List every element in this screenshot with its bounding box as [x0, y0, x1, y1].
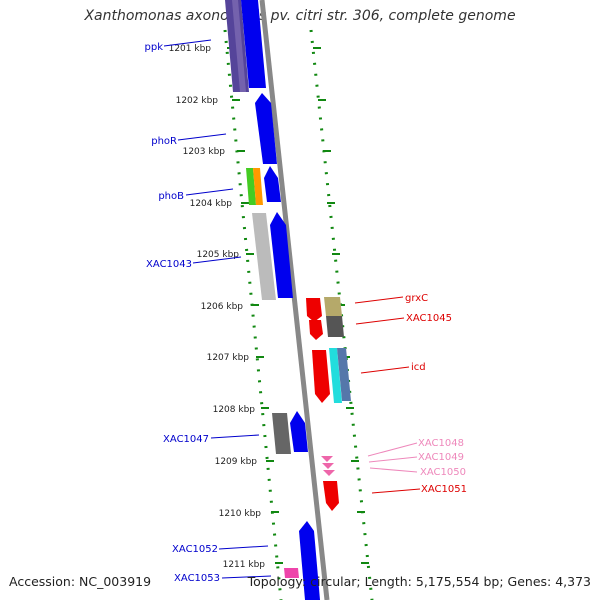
accession-text: Accession: NC_003919 — [9, 574, 152, 589]
tick-label: 1202 kbp — [176, 96, 219, 106]
gene-label-XAC1047[interactable]: XAC1047 — [163, 434, 209, 445]
gene-label-XAC1043[interactable]: XAC1043 — [146, 259, 192, 270]
gene-label-phoR[interactable]: phoR — [151, 136, 177, 147]
right-ruler-ticks — [313, 47, 369, 564]
gene-grxC[interactable] — [324, 297, 342, 316]
tick-label: 1206 kbp — [201, 302, 244, 312]
gene-label-XAC1050[interactable]: XAC1050 — [420, 467, 466, 478]
gene-block[interactable] — [241, 0, 266, 88]
tick-label: 1210 kbp — [219, 509, 262, 519]
gene-label-ppk[interactable]: ppk — [145, 42, 164, 53]
tick-label: 1203 kbp — [183, 147, 226, 157]
gene-XAC1053[interactable] — [284, 568, 299, 578]
gene-label-XAC1045[interactable]: XAC1045 — [406, 313, 452, 324]
gene-XAC1050[interactable] — [323, 470, 335, 476]
gene-XAC1052-arrow[interactable] — [299, 521, 320, 600]
tick-label: 1204 kbp — [190, 199, 233, 209]
gene-XAC1043-arrow[interactable] — [270, 212, 293, 298]
gene-phoB-green[interactable] — [246, 168, 256, 205]
gene-label-XAC1053[interactable]: XAC1053 — [174, 573, 220, 584]
gene-XAC1048[interactable] — [321, 456, 333, 462]
gene-label-XAC1052[interactable]: XAC1052 — [172, 544, 218, 555]
right-leaders — [354, 296, 421, 494]
left-leaders — [163, 39, 272, 579]
gene-label-XAC1048[interactable]: XAC1048 — [418, 438, 464, 449]
gene-ppk-block-shade — [232, 0, 246, 92]
gene-phoB-arrow[interactable] — [264, 166, 281, 202]
gene-phoR-arrow[interactable] — [255, 93, 277, 164]
gene-label-grxC[interactable]: grxC — [405, 293, 428, 304]
gene-red-arrow-1[interactable] — [306, 298, 322, 322]
gene-icd-steel[interactable] — [337, 348, 351, 401]
left-strand-genes — [225, 0, 320, 600]
left-ruler — [223, 29, 283, 600]
genome-summary-text: Topology: circular; Length: 5,175,554 bp… — [247, 574, 591, 589]
gene-icd-red-arrow[interactable] — [312, 350, 330, 403]
right-strand-genes — [306, 297, 351, 511]
gene-red-arrow-2[interactable] — [309, 320, 323, 340]
tick-label: 1209 kbp — [215, 457, 258, 467]
gene-phoB-orange[interactable] — [253, 168, 263, 205]
gene-label-icd[interactable]: icd — [411, 362, 426, 373]
gene-XAC1051-arrow[interactable] — [323, 481, 339, 511]
genome-backbone — [259, 0, 330, 600]
tick-label: 1205 kbp — [197, 250, 240, 260]
tick-label: 1201 kbp — [169, 44, 212, 54]
tick-label: 1211 kbp — [223, 560, 266, 570]
gene-XAC1047-arrow[interactable] — [290, 411, 308, 452]
left-ruler-ticks — [227, 47, 283, 564]
gene-XAC1047-grey[interactable] — [272, 413, 291, 454]
gene-XAC1045[interactable] — [326, 316, 344, 337]
gene-XAC1049[interactable] — [322, 463, 334, 469]
gene-label-XAC1049[interactable]: XAC1049 — [418, 452, 464, 463]
map-title: Xanthomonas axonopodis pv. citri str. 30… — [84, 8, 516, 24]
gene-icd-cyan[interactable] — [329, 348, 342, 403]
gene-label-phoB[interactable]: phoB — [158, 191, 184, 202]
gene-XAC1043-grey[interactable] — [252, 213, 276, 300]
tick-label: 1207 kbp — [207, 353, 250, 363]
tick-label: 1208 kbp — [213, 405, 256, 415]
gene-label-XAC1051[interactable]: XAC1051 — [421, 484, 467, 495]
